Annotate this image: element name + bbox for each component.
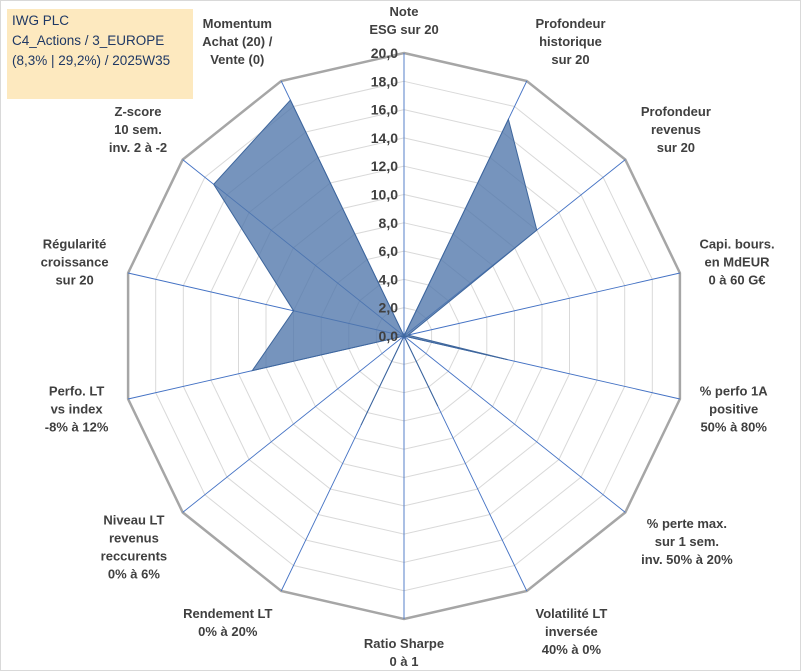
axis-label-line: 0 à 60 G€ [708,273,765,288]
axis-label-line: inversée [545,624,598,639]
axis-label-line: Z-score [115,104,162,119]
axis-label-line: % perfo 1A [700,383,769,398]
axis-label-line: Niveau LT [103,512,164,527]
axis-label-line: -8% à 12% [45,419,109,434]
axis-label: Volatilité LT inversée 40% à 0% [536,606,608,657]
title-line-company: IWG PLC [12,13,70,28]
radial-tick-label: 8,0 [379,215,399,231]
axis-label: Régularité croissance sur 20 [41,237,109,288]
radial-tick-label: 16,0 [371,102,398,118]
chart-title-box: IWG PLC C4_Actions / 3_EUROPE (8,3% | 29… [7,9,193,99]
axis-label-line: sur 20 [657,140,695,155]
axis-label-line: vs index [51,401,104,416]
axis-label: % perfo 1A positive 50% à 80% [700,383,769,434]
axis-label-line: revenus [109,530,159,545]
axis-label-line: croissance [41,255,109,270]
axis-label-line: Régularité [43,237,107,252]
radial-tick-label: 6,0 [379,243,399,259]
radial-tick-labels: 0,0 2,0 4,0 6,0 8,0 10,0 12,0 14,0 16,0 18,0 20,0 [371,45,398,344]
axis-label: Capi. bours. en MdEUR 0 à 60 G€ [699,237,774,288]
axis-label-line: Note [390,4,419,19]
axis-label-line: en MdEUR [705,255,771,270]
axis-label-line: 50% à 80% [700,419,767,434]
axis-label-line: Capi. bours. [699,237,774,252]
radial-tick-label: 4,0 [379,271,399,287]
axis-label-line: revenus [651,122,701,137]
axis-label: Perfo. LT vs index -8% à 12% [45,383,109,434]
axis-label: Note ESG sur 20 [369,4,438,37]
axis-label-line: Rendement LT [183,606,272,621]
radar-spoke [182,335,405,513]
axis-label-line: 40% à 0% [542,642,602,657]
axis-label-line: sur 20 [55,273,93,288]
axis-label-line: inv. 2 à -2 [109,140,167,155]
title-line-stats: (8,3% | 29,2%) / 2025W35 [12,53,171,68]
axis-label: Profondeur revenus sur 20 [641,104,711,155]
axis-label-line: sur 20 [551,52,589,67]
axis-label: Rendement LT 0% à 20% [183,606,272,639]
axis-label: Momentum Achat (20) / Vente (0) [202,16,272,67]
axis-label-line: Profondeur [535,16,605,31]
title-line-category: C4_Actions / 3_EUROPE [12,33,165,48]
axis-label-line: 0 à 1 [390,654,419,669]
radial-tick-label: 18,0 [371,73,398,89]
axis-label-line: Achat (20) / [202,34,272,49]
axis-label: Niveau LT revenus reccurents 0% à 6% [101,512,167,581]
axis-label-line: sur 1 sem. [655,534,719,549]
axis-label: Profondeur historique sur 20 [535,16,605,67]
radial-tick-label: 12,0 [371,158,398,174]
axis-label-line: Perfo. LT [49,383,104,398]
radar-spoke [403,335,626,513]
axis-label-line: Momentum [203,16,272,31]
radial-tick-label: 0,0 [379,328,399,344]
radar-spoke [403,272,681,337]
axis-label-line: reccurents [101,548,167,563]
radial-tick-label: 2,0 [379,300,399,316]
axis-label-line: inv. 50% à 20% [641,552,733,567]
axis-label-line: positive [709,401,758,416]
axis-label-line: Ratio Sharpe [364,636,444,651]
axis-label-line: ESG sur 20 [369,22,438,37]
axis-label-line: % perte max. [647,516,727,531]
axis-label-line: 10 sem. [114,122,162,137]
radar-series-area [213,99,538,426]
axis-label-line: Vente (0) [210,52,264,67]
axis-label-line: Volatilité LT [536,606,608,621]
axis-label-line: historique [539,34,602,49]
axis-label: Z-score 10 sem. inv. 2 à -2 [109,104,167,155]
radar-series [213,99,538,426]
axis-labels: Note ESG sur 20 Profondeur historique sur 20… [41,4,775,669]
axis-label-line: 0% à 20% [198,624,258,639]
axis-label-line: Profondeur [641,104,711,119]
axis-label: Ratio Sharpe 0 à 1 [364,636,444,669]
radial-tick-label: 10,0 [371,187,398,203]
axis-label-line: 0% à 6% [108,566,160,581]
radial-tick-label: 20,0 [371,45,398,61]
radial-tick-label: 14,0 [371,130,398,146]
axis-label: % perte max. sur 1 sem. inv. 50% à 20% [641,516,733,567]
